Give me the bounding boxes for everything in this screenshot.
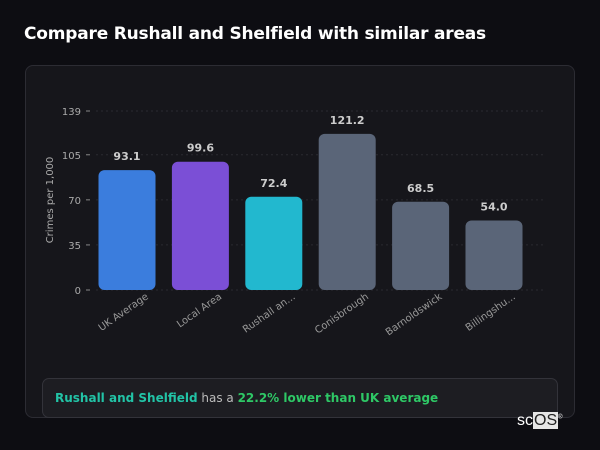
bar-1 [171, 161, 229, 290]
data-label: 121.2 [330, 114, 365, 127]
x-tick-label: Barnoldswick [384, 291, 445, 338]
bar-5 [465, 220, 523, 290]
data-label: 93.1 [113, 150, 140, 163]
summary-box: Rushall and Shelfield has a 22.2% lower … [42, 378, 558, 418]
y-axis-label: Crimes per 1,000 [45, 157, 56, 244]
y-tick-label: 0 [75, 286, 81, 297]
bar-4 [392, 201, 450, 290]
y-tick-label: 70 [68, 196, 81, 207]
y-tick-label: 35 [68, 241, 81, 252]
data-label: 68.5 [407, 182, 434, 195]
data-label: 72.4 [260, 177, 287, 190]
bar-2 [245, 196, 303, 290]
bar-0 [98, 170, 156, 290]
x-tick-label: Rushall an... [241, 291, 297, 335]
data-label: 99.6 [187, 142, 214, 155]
y-tick-label: 139 [62, 107, 81, 118]
x-tick-label: Conisbrough [313, 291, 371, 336]
x-tick-label: Billingshu... [464, 291, 518, 333]
data-label: 54.0 [480, 200, 507, 213]
scos-logo: scOS® [517, 412, 563, 429]
page-title: Compare Rushall and Shelfield with simil… [24, 24, 486, 44]
summary-area: Rushall and Shelfield [55, 391, 198, 405]
summary-connector: has a [197, 391, 238, 405]
x-tick-label: Local Area [175, 291, 224, 330]
y-tick-label: 105 [62, 151, 81, 162]
summary-comparison: 22.2% lower than UK average [237, 391, 439, 405]
x-tick-label: UK Average [97, 291, 151, 333]
bar-3 [318, 133, 376, 290]
